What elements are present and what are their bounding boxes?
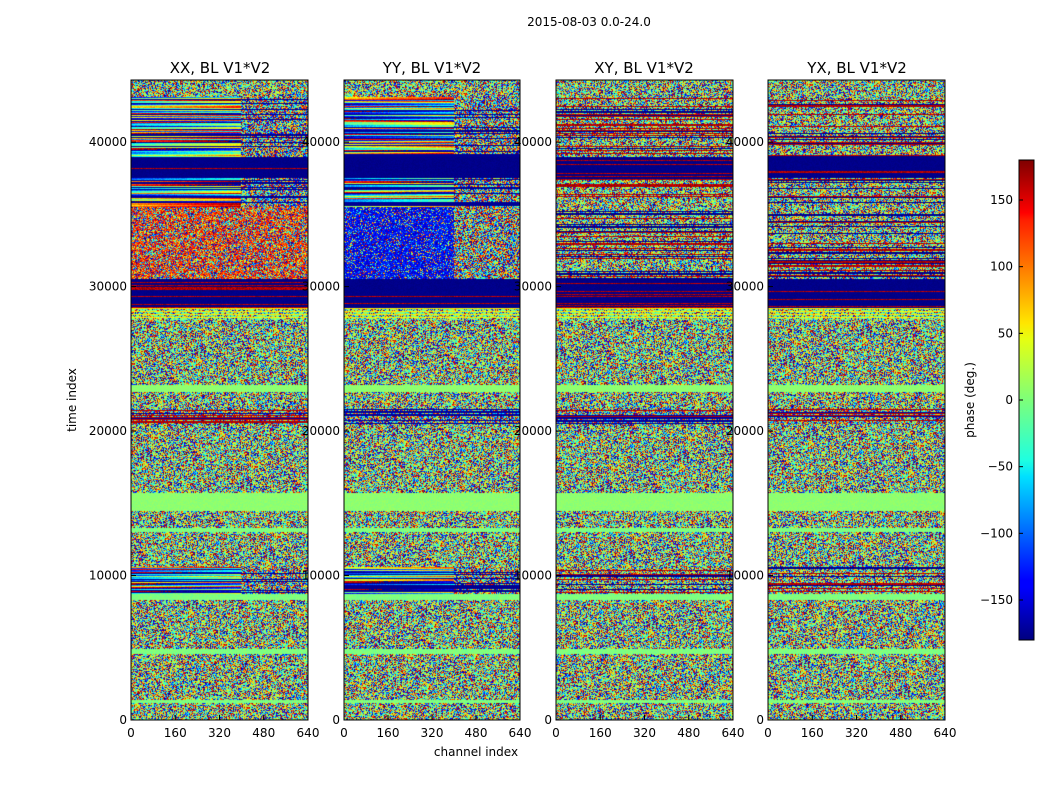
x-tick-label: 640	[722, 726, 745, 740]
x-ticks-xy: 0 160 320 480 640	[552, 715, 744, 740]
y-tick-label: 0	[544, 713, 552, 727]
x-ticks-yy: 0 160 320 480 640	[340, 715, 531, 740]
x-tick-label: 320	[421, 726, 444, 740]
x-tick-label: 320	[845, 726, 868, 740]
x-ticks-xx: 0 160 320 480 640	[127, 715, 319, 740]
y-tick-label: 10000	[514, 569, 552, 583]
colorbar-tick-label: 0	[1005, 393, 1013, 407]
x-tick-label: 480	[889, 726, 912, 740]
x-tick-label: 320	[633, 726, 656, 740]
y-tick-label: 30000	[514, 280, 552, 294]
y-ticks-xy: 0 10000 20000 30000 40000	[514, 135, 561, 727]
x-tick-label: 160	[377, 726, 400, 740]
y-ticks-yx: 0 10000 20000 30000 40000	[726, 135, 773, 727]
colorbar-tick-label: 150	[990, 193, 1013, 207]
x-tick-label: 480	[252, 726, 275, 740]
panel-yy: YY, BL V1*V2 0 160 320 480 640 0 10000 20000 30…	[302, 59, 532, 740]
colorbar-tick-label: −100	[980, 526, 1013, 540]
heatmap-image-xx	[131, 80, 308, 720]
x-tick-label: 0	[764, 726, 772, 740]
x-tick-label: 640	[297, 726, 320, 740]
y-tick-label: 30000	[726, 280, 764, 294]
x-tick-label: 160	[164, 726, 187, 740]
colorbar-tick-label: −150	[980, 593, 1013, 607]
y-tick-label: 30000	[302, 280, 340, 294]
heatmap-image-xy	[556, 80, 733, 720]
x-tick-label: 160	[589, 726, 612, 740]
x-tick-label: 640	[509, 726, 532, 740]
x-tick-label: 480	[465, 726, 488, 740]
y-tick-label: 20000	[302, 424, 340, 438]
x-tick-label: 0	[340, 726, 348, 740]
y-tick-label: 0	[756, 713, 764, 727]
x-tick-label: 640	[934, 726, 957, 740]
panel-title-xx: XX, BL V1*V2	[170, 59, 271, 77]
colorbar-label: phase (deg.)	[963, 362, 977, 438]
y-tick-label: 40000	[89, 135, 127, 149]
heatmap-image-yy	[344, 80, 520, 720]
colorbar-ticks: 150 100 50 0 −50 −100 −150	[980, 193, 1023, 607]
y-tick-label: 30000	[89, 280, 127, 294]
colorbar-tick-label: 100	[990, 260, 1013, 274]
y-tick-label: 20000	[726, 424, 764, 438]
y-tick-label: 40000	[514, 135, 552, 149]
y-tick-label: 10000	[302, 569, 340, 583]
panel-xy: XY, BL V1*V2 0 160 320 480 640 0 10000 20000 30…	[514, 59, 745, 740]
y-tick-label: 40000	[726, 135, 764, 149]
y-ticks-yy: 0 10000 20000 30000 40000	[302, 135, 349, 727]
figure-suptitle: 2015-08-03 0.0-24.0	[527, 15, 651, 29]
x-tick-label: 0	[127, 726, 135, 740]
x-tick-label: 160	[801, 726, 824, 740]
colorbar-tick-label: −50	[988, 460, 1013, 474]
y-tick-label: 0	[332, 713, 340, 727]
y-tick-label: 10000	[89, 569, 127, 583]
y-ticks-xx: 0 10000 20000 30000 40000	[89, 135, 136, 727]
panel-title-yx: YX, BL V1*V2	[806, 59, 907, 77]
x-tick-label: 320	[208, 726, 231, 740]
panel-yx: YX, BL V1*V2 0 160 320 480 640 0 10000 20000 30…	[726, 59, 957, 740]
colorbar-fill	[1019, 160, 1034, 640]
panel-xx: XX, BL V1*V2 0 160 320 480 640 0 10000 20000 30…	[89, 59, 320, 740]
colorbar-tick-label: 50	[998, 326, 1013, 340]
panel-title-xy: XY, BL V1*V2	[594, 59, 694, 77]
x-tick-label: 0	[552, 726, 560, 740]
y-tick-label: 10000	[726, 569, 764, 583]
x-tick-label: 480	[677, 726, 700, 740]
colorbar: 150 100 50 0 −50 −100 −150 phase (deg.)	[963, 159, 1035, 641]
x-ticks-yx: 0 160 320 480 640	[764, 715, 956, 740]
y-tick-label: 20000	[89, 424, 127, 438]
heatmap-image-yx	[768, 80, 945, 720]
y-tick-label: 20000	[514, 424, 552, 438]
panel-title-yy: YY, BL V1*V2	[382, 59, 481, 77]
y-tick-label: 0	[119, 713, 127, 727]
y-tick-label: 40000	[302, 135, 340, 149]
x-axis-label: channel index	[434, 745, 518, 759]
y-axis-label: time index	[65, 368, 79, 432]
